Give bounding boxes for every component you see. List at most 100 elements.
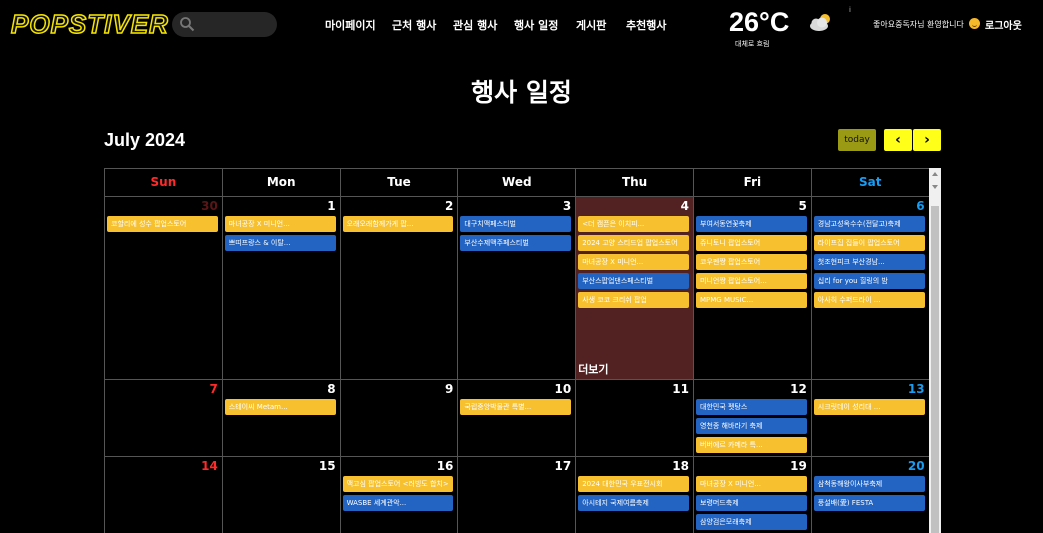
day-cell[interactable]: 9 [340,380,459,457]
event-bar[interactable]: 대한민국 펫탕스 [696,399,807,415]
day-number[interactable]: 19 [790,459,807,473]
prev-month-button[interactable]: ‹ [884,129,912,151]
event-bar[interactable]: 부산수제맥주페스티벌 [460,235,572,251]
day-number[interactable]: 4 [680,199,689,213]
event-bar[interactable]: 마녀공장 X 미니언... [578,254,689,270]
event-bar[interactable]: 풍설배(愛) FESTA [813,495,925,511]
day-cell[interactable]: 2 오래오래함께가게 팝... [340,197,459,380]
scrollbar-thumb[interactable] [931,206,939,533]
weekday-header-tue: Tue [340,169,459,197]
day-number[interactable]: 9 [445,382,454,396]
day-cell[interactable]: 1 마녀공장 X 미니언... 쁘띠프랑스 & 이탈... [222,197,341,380]
day-number[interactable]: 16 [436,459,454,473]
event-bar[interactable]: 스테이씨 Metam... [224,399,336,415]
event-bar[interactable]: 아사히 수퍼드라이 ... [813,292,925,308]
event-bar[interactable]: 마녀공장 X 미니언... [224,216,336,232]
nav-recommended-events[interactable]: 추천행사 [626,19,667,32]
more-events-link[interactable]: 더보기 [578,363,609,376]
event-bar[interactable]: 영천종 해바라기 축제 [696,418,807,434]
scroll-up-arrow-icon[interactable] [932,172,938,176]
event-bar[interactable]: <더 캠픈은 이치피... [578,216,689,232]
day-cell[interactable]: 10 국립중앙박물관 특별... [458,380,577,457]
day-number[interactable]: 13 [907,382,925,396]
day-cell[interactable]: 14 [105,457,223,533]
day-number[interactable]: 7 [209,382,218,396]
event-bar[interactable]: 대구치맥페스티벌 [460,216,572,232]
event-bar[interactable]: 부산스팝업댄스페스티벌 [578,273,689,289]
day-number[interactable]: 18 [672,459,689,473]
event-bar[interactable]: 오래오래함께가게 팝... [342,216,454,232]
day-number[interactable]: 12 [790,382,807,396]
nav-board[interactable]: 게시판 [576,19,607,32]
today-button[interactable]: today [838,129,876,151]
event-bar[interactable]: WASBE 세계관악... [342,495,454,511]
day-cell[interactable]: 8 스테이씨 Metam... [222,380,341,457]
logo[interactable]: POPSTIVER [10,8,169,40]
day-cell[interactable]: 16 맥고심 팝업스토어 <러빙도 합치> WASBE 세계관악... [341,457,459,533]
event-bar[interactable]: 사생 코코 크리쉬 팝업 [578,292,689,308]
event-bar[interactable]: 쁘띠프랑스 & 이탈... [224,235,336,251]
day-number[interactable]: 14 [201,459,218,473]
nav-favorite-events[interactable]: 관심 행사 [453,19,498,32]
day-number[interactable]: 8 [327,382,336,396]
day-number[interactable]: 2 [445,199,454,213]
event-bar[interactable]: 마녀공장 X 미니언... [696,476,807,492]
day-cell[interactable]: 30 코할리에 성수 팝업스토어 [105,197,223,380]
event-bar[interactable]: 십리 for you 힐링의 밤 [813,273,925,289]
event-bar[interactable]: 미니언쨩 팝업스토어... [696,273,807,289]
day-cell[interactable]: 17 [458,457,577,533]
event-bar[interactable]: 2024 고양 스티드업 팝업스토어 [578,235,689,251]
weather-description: 대체로 흐림 [735,40,770,48]
scroll-down-arrow-icon[interactable] [932,185,938,189]
event-bar[interactable]: 코할리에 성수 팝업스토어 [107,216,218,232]
day-number[interactable]: 20 [907,459,925,473]
event-bar[interactable]: 아시테지 국제여름축제 [578,495,689,511]
day-number[interactable]: 5 [798,199,807,213]
event-bar[interactable]: 첫조현피크 부산경남... [813,254,925,270]
event-bar[interactable]: 국립중앙박물관 특별... [460,399,572,415]
event-bar[interactable]: 삼양검은모래축제 [696,514,807,530]
day-number[interactable]: 11 [672,382,689,396]
event-bar[interactable]: 버버에르 카메라 특... [696,437,807,453]
event-bar[interactable]: 보령머드축제 [696,495,807,511]
weather-info-icon[interactable]: i [849,6,851,14]
day-cell[interactable]: 11 [576,380,694,457]
smile-emoji-icon [969,18,980,29]
day-cell[interactable]: 13 시크릿데이 성리대 ... [811,380,930,457]
day-number[interactable]: 1 [327,199,336,213]
event-bar[interactable]: 시크릿데이 성리대 ... [813,399,925,415]
day-number[interactable]: 6 [916,199,925,213]
day-number[interactable]: 3 [562,199,572,213]
day-cell[interactable]: 7 [105,380,223,457]
nav-event-schedule[interactable]: 행사 일정 [514,19,559,32]
day-number[interactable]: 15 [318,459,336,473]
event-bar[interactable]: 2024 대한민국 우표전시회 [578,476,689,492]
weekday-header-thu: Thu [576,169,694,197]
day-number[interactable]: 10 [554,382,572,396]
next-month-button[interactable]: › [913,129,941,151]
event-bar[interactable]: MPMG MUSIC... [696,292,807,308]
day-number[interactable]: 17 [554,459,572,473]
nav-mypage[interactable]: 마이페이지 [325,19,376,32]
event-bar[interactable]: 맥고심 팝업스토어 <러빙도 합치> [342,476,454,492]
day-cell[interactable]: 15 [223,457,341,533]
logout-link[interactable]: 로그아웃 [985,21,1022,32]
nav-nearby-events[interactable]: 근처 행사 [392,19,437,32]
event-bar[interactable]: 경남고성옥수수(전달고)축제 [813,216,925,232]
event-bar[interactable]: 삼척동해왕이사부축제 [813,476,925,492]
event-bar[interactable]: 쥬니토니 팝업스토어 [696,235,807,251]
event-bar[interactable]: 부여서동연꽃축제 [696,216,807,232]
search-input[interactable] [172,12,277,37]
vertical-scrollbar[interactable] [929,168,941,533]
event-bar[interactable]: 코우펜쨩 팝업스토어 [696,254,807,270]
event-bar[interactable]: 라이프집 집들이 팝업스토어 [813,235,925,251]
day-number[interactable]: 30 [201,199,218,213]
